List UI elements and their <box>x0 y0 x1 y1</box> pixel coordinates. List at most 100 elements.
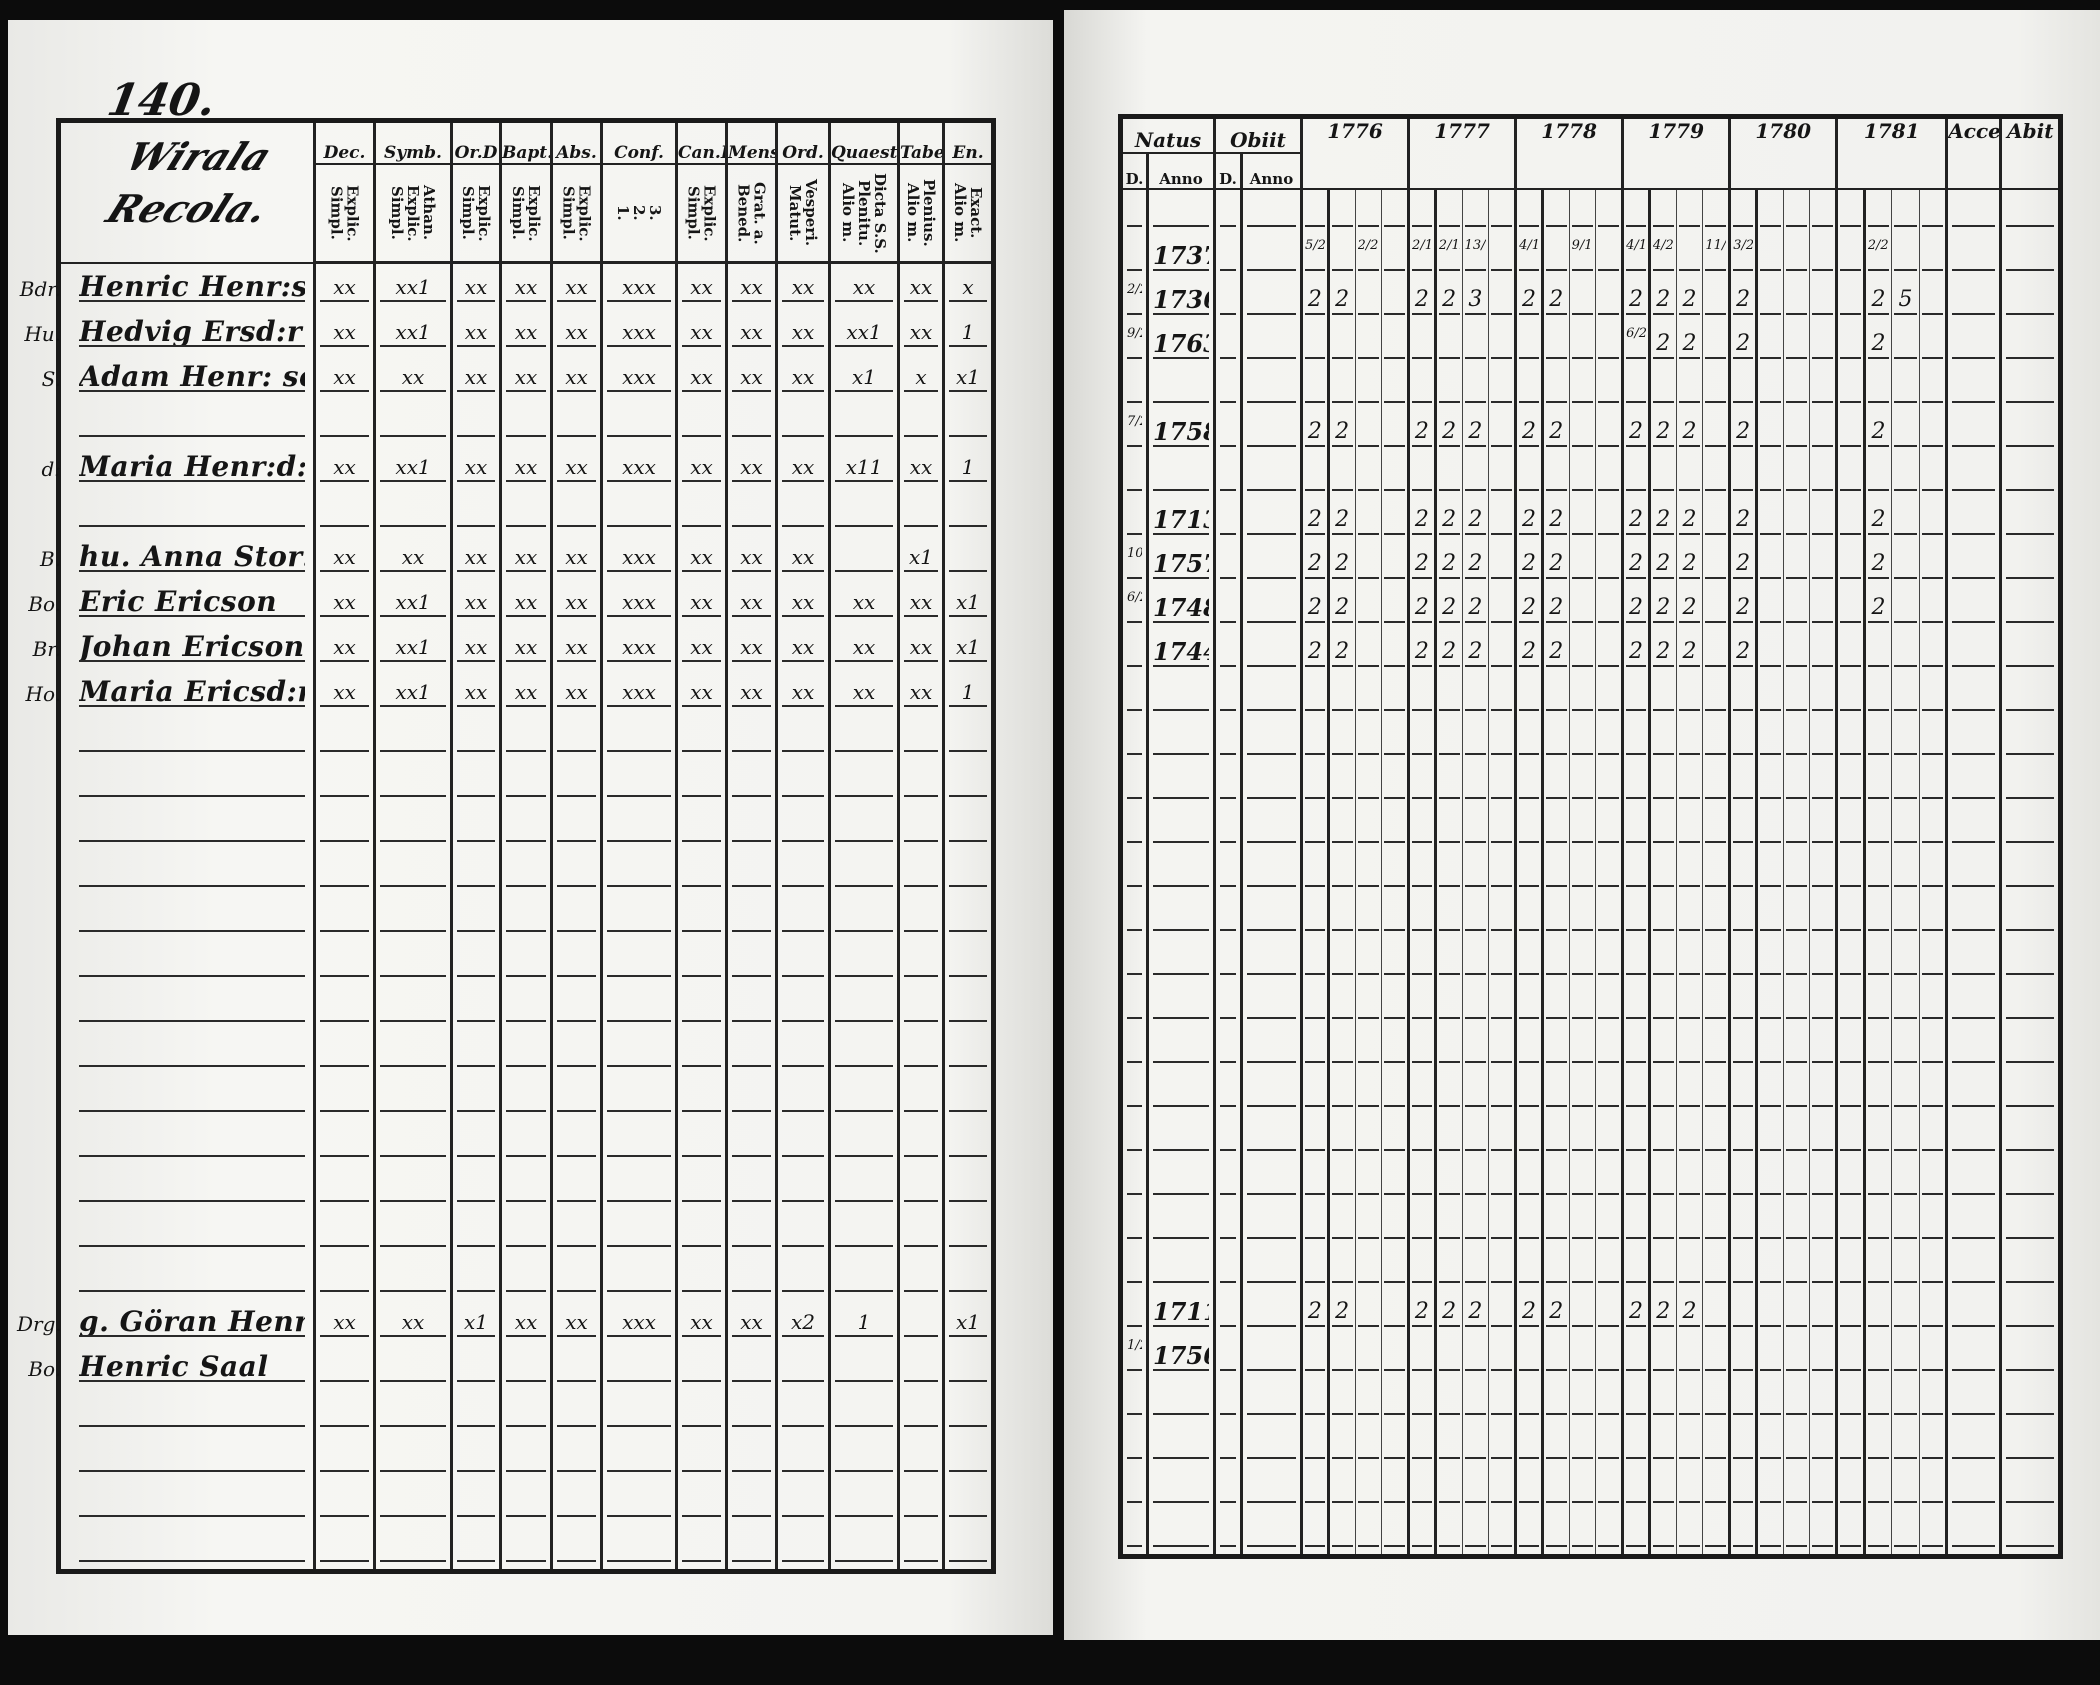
exam-mark <box>1759 1119 1781 1151</box>
abit-cell <box>1999 850 2063 894</box>
exam-mark-cell <box>1327 454 1356 498</box>
mark <box>320 1395 369 1427</box>
exam-mark-cell <box>1891 498 1920 542</box>
exam-mark: 2 <box>1331 547 1353 579</box>
exam-mark: 4/10 <box>1626 239 1646 271</box>
exam-mark <box>1412 459 1432 491</box>
exam-mark <box>1412 1119 1432 1151</box>
exam-mark <box>1894 943 1917 975</box>
exam-mark-cell <box>1621 1158 1651 1202</box>
exam-mark: 2 <box>1652 591 1674 623</box>
mark <box>457 990 495 1022</box>
exam-mark-cell <box>1809 674 1838 718</box>
column-header: Or.D <box>450 120 502 165</box>
exam-mark-cell <box>1434 1158 1463 1202</box>
mark-cell: xx1 <box>828 309 900 354</box>
accel-mark <box>1952 1119 1996 1151</box>
mark: xx <box>380 1305 446 1337</box>
exam-mark-cell: 2 <box>1434 542 1463 586</box>
mark: xx <box>682 270 721 302</box>
birth-year-cell <box>1146 1026 1216 1070</box>
mark <box>607 1125 671 1157</box>
mark: xx <box>782 540 824 572</box>
death-year-cell <box>1240 1466 1303 1510</box>
exam-mark-cell <box>1381 1114 1410 1158</box>
accel-mark <box>1952 415 1996 447</box>
exam-mark-cell <box>1648 1510 1677 1557</box>
exam-mark-cell <box>1381 850 1410 894</box>
name-cell: Bo. Henric Saal <box>28 1344 316 1389</box>
accel-cell <box>1945 542 2003 586</box>
exam-mark <box>1305 1251 1325 1283</box>
person-row: Bo. Henric Saal <box>28 1344 995 1389</box>
exam-mark-cell <box>1568 938 1597 982</box>
mark-cell <box>450 1344 502 1389</box>
exam-mark-cell <box>1541 322 1570 366</box>
death-year-cell <box>1240 982 1303 1026</box>
mark-cell <box>775 489 831 534</box>
exam-mark <box>1464 1075 1487 1107</box>
exam-mark <box>1785 943 1808 975</box>
exam-mark <box>1331 371 1353 403</box>
exam-mark <box>1733 1471 1753 1503</box>
exam-mark: 2 <box>1733 591 1753 623</box>
exam-mark-cell <box>1675 1070 1704 1114</box>
exam-mark-cell <box>1300 806 1330 850</box>
mark-cell: xx <box>725 669 778 714</box>
mark <box>457 900 495 932</box>
exam-mark <box>1305 195 1325 227</box>
exam-mark <box>1921 547 1944 579</box>
death-day <box>1220 415 1236 447</box>
mark-cell <box>725 1119 778 1164</box>
exam-mark-cell <box>1891 1246 1920 1290</box>
birth-day-cell <box>1119 982 1149 1026</box>
exam-mark <box>1678 371 1701 403</box>
exam-mark <box>1305 1515 1325 1547</box>
mark <box>732 495 771 527</box>
exam-mark-cell: 2 <box>1621 410 1651 454</box>
exam-mark: 2 <box>1305 591 1325 623</box>
exam-mark <box>1491 327 1513 359</box>
exam-mark <box>1733 1031 1753 1063</box>
exam-mark <box>1598 811 1620 843</box>
exam-mark-cell <box>1918 718 1948 762</box>
exam-mark <box>1733 943 1753 975</box>
exam-mark-cell <box>1621 1070 1651 1114</box>
exam-mark-cell <box>1514 894 1544 938</box>
blank-row <box>57 939 995 984</box>
death-day <box>1220 459 1236 491</box>
exam-mark-cell <box>1918 1466 1948 1510</box>
exam-mark-cell <box>1461 1070 1490 1114</box>
mark-cell <box>499 1029 553 1074</box>
mark <box>682 1395 721 1427</box>
exam-mark-cell <box>1568 278 1597 322</box>
abit-cell <box>1999 1334 2063 1378</box>
abit-cell <box>1999 1290 2063 1334</box>
mark-cell <box>373 1119 453 1164</box>
exam-mark <box>1705 811 1727 843</box>
mark-cell <box>942 939 995 984</box>
exam-mark-cell <box>1568 322 1597 366</box>
birth-year <box>1153 1471 1209 1503</box>
exam-mark <box>1357 723 1380 755</box>
exam-mark-cell: 2 <box>1461 410 1490 454</box>
mark-cell <box>725 1434 778 1479</box>
exam-mark-cell <box>1381 982 1410 1026</box>
exam-mark <box>1759 811 1781 843</box>
blank-row <box>57 984 995 1029</box>
exam-mark-cell <box>1434 1466 1463 1510</box>
exam-mark-cell <box>1300 762 1330 806</box>
exam-mark-cell <box>1755 410 1784 454</box>
birth-year-cell <box>1146 1378 1216 1422</box>
exam-mark-cell <box>1755 454 1784 498</box>
exam-mark-cell <box>1354 1246 1383 1290</box>
exam-mark-cell: 2 <box>1300 410 1330 454</box>
exam-mark <box>1331 1383 1353 1415</box>
mark <box>682 855 721 887</box>
person-row: 17112222222222 <box>1119 1290 2063 1334</box>
exam-mark <box>1921 987 1944 1019</box>
death-day <box>1220 1471 1236 1503</box>
mark-cell: xx <box>373 534 453 579</box>
exam-mark <box>1705 415 1727 447</box>
exam-mark-cell <box>1381 762 1410 806</box>
